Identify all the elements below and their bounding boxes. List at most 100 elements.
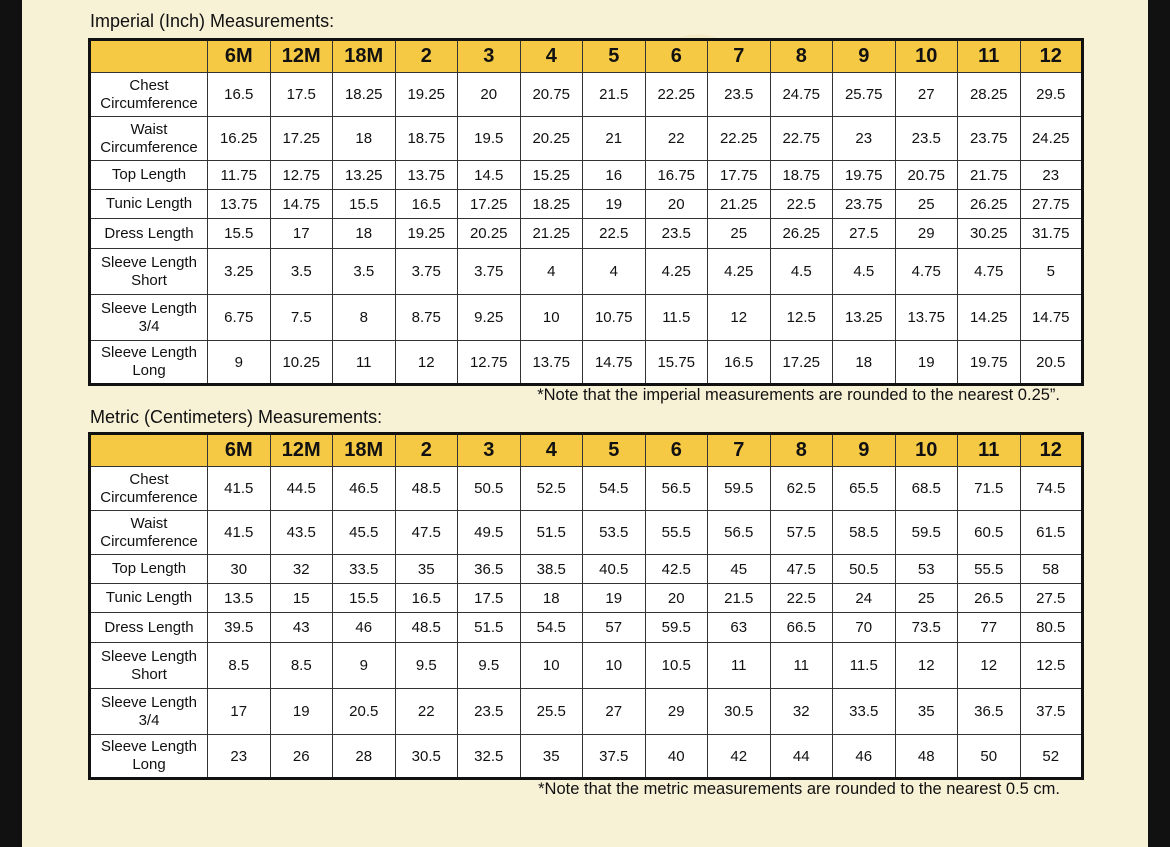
row-label: Dress Length <box>89 218 208 249</box>
measurement-value: 12.5 <box>1019 642 1083 689</box>
measurement-value: 54.5 <box>519 612 583 643</box>
size-header: 2 <box>394 39 458 73</box>
size-header: 2 <box>394 433 458 467</box>
header-row: 6M 12M 18M 2 3 4 5 6 7 8 9 10 11 12 <box>89 433 1083 467</box>
measurement-value: 20.75 <box>519 72 583 117</box>
measurement-value: 56.5 <box>644 466 708 511</box>
measurement-value: 51.5 <box>519 510 583 555</box>
measurement-value: 80.5 <box>1019 612 1083 643</box>
measurement-value: 40.5 <box>582 554 646 584</box>
size-header: 6 <box>644 39 708 73</box>
measurement-value: 12 <box>894 642 958 689</box>
measurement-value: 16 <box>582 160 646 190</box>
measurement-value: 10.75 <box>582 294 646 341</box>
measurement-value: 16.5 <box>707 340 771 385</box>
measurement-value: 13.75 <box>207 189 271 219</box>
measurement-value: 71.5 <box>957 466 1021 511</box>
size-header: 6M <box>207 433 271 467</box>
measurement-value: 26 <box>269 734 333 779</box>
size-header: 12 <box>1019 39 1083 73</box>
measurement-value: 33.5 <box>332 554 396 584</box>
measurement-value: 14.75 <box>1019 294 1083 341</box>
measurement-value: 15.25 <box>519 160 583 190</box>
measurement-value: 27 <box>582 688 646 735</box>
measurement-value: 18 <box>332 218 396 249</box>
measurement-value: 18.75 <box>394 116 458 161</box>
measurement-value: 12 <box>394 340 458 385</box>
measurement-value: 14.75 <box>582 340 646 385</box>
measurement-value: 9.5 <box>394 642 458 689</box>
measurement-value: 18.25 <box>332 72 396 117</box>
row-label: Tunic Length <box>89 583 208 613</box>
size-header: 7 <box>707 39 771 73</box>
measurement-value: 23.5 <box>894 116 958 161</box>
measurement-value: 4.25 <box>707 248 771 295</box>
row-label: Top Length <box>89 160 208 190</box>
measurement-value: 19 <box>269 688 333 735</box>
measurement-value: 30.5 <box>707 688 771 735</box>
measurement-value: 25 <box>894 189 958 219</box>
measurement-row: Top Length 30 32 33.5 35 36.5 38.5 40.5 42.5 45 47… <box>89 554 1083 584</box>
measurement-value: 9 <box>207 340 271 385</box>
left-border <box>0 0 22 847</box>
measurement-row: Waist Circumference 16.25 17.25 18 18.75 19.5… <box>89 116 1083 161</box>
measurement-value: 9.25 <box>457 294 521 341</box>
measurement-value: 14.75 <box>269 189 333 219</box>
measurement-value: 8.5 <box>269 642 333 689</box>
measurement-value: 38.5 <box>519 554 583 584</box>
size-header: 12M <box>269 433 333 467</box>
measurement-value: 3.75 <box>457 248 521 295</box>
measurement-value: 65.5 <box>832 466 896 511</box>
measurement-value: 20.25 <box>519 116 583 161</box>
size-header: 3 <box>457 433 521 467</box>
measurement-value: 51.5 <box>457 612 521 643</box>
measurement-value: 61.5 <box>1019 510 1083 555</box>
measurement-row: Sleeve Length 3/4 6.75 7.5 8 8.75 9.25 10 10.75… <box>89 294 1083 341</box>
size-header: 4 <box>519 433 583 467</box>
measurement-row: Waist Circumference 41.5 43.5 45.5 47.5 49.5 5… <box>89 510 1083 555</box>
measurement-value: 59.5 <box>894 510 958 555</box>
measurement-value: 47.5 <box>394 510 458 555</box>
measurement-value: 18 <box>832 340 896 385</box>
measurement-value: 22.5 <box>769 189 833 219</box>
measurement-value: 14.25 <box>957 294 1021 341</box>
measurement-row: Sleeve Length Short 3.25 3.5 3.5 3.75 3.75 4 4 4… <box>89 248 1083 295</box>
row-label: Sleeve Length Long <box>89 734 208 779</box>
measurement-value: 52.5 <box>519 466 583 511</box>
measurement-row: Tunic Length 13.5 15 15.5 16.5 17.5 18 19 20 21.5… <box>89 583 1083 613</box>
measurement-value: 59.5 <box>707 466 771 511</box>
measurement-value: 22.5 <box>769 583 833 613</box>
measurement-value: 28.25 <box>957 72 1021 117</box>
row-label: Sleeve Length Short <box>89 642 208 689</box>
row-label: Chest Circumference <box>89 466 208 511</box>
measurement-value: 11 <box>769 642 833 689</box>
measurement-value: 10 <box>582 642 646 689</box>
measurement-value: 20.75 <box>894 160 958 190</box>
measurement-value: 41.5 <box>207 510 271 555</box>
measurement-value: 8.5 <box>207 642 271 689</box>
measurement-value: 4 <box>519 248 583 295</box>
measurement-value: 4.75 <box>957 248 1021 295</box>
measurement-value: 50 <box>957 734 1021 779</box>
measurement-value: 18.25 <box>519 189 583 219</box>
measurement-value: 21.25 <box>707 189 771 219</box>
measurement-value: 25.5 <box>519 688 583 735</box>
measurement-value: 19.75 <box>832 160 896 190</box>
measurement-value: 17.5 <box>269 72 333 117</box>
measurement-value: 46 <box>332 612 396 643</box>
size-header: 3 <box>457 39 521 73</box>
measurement-value: 23.75 <box>957 116 1021 161</box>
size-header: 18M <box>332 433 396 467</box>
measurement-value: 25 <box>894 583 958 613</box>
row-label: Sleeve Length Long <box>89 340 208 385</box>
measurement-value: 12.5 <box>769 294 833 341</box>
measurement-value: 30.25 <box>957 218 1021 249</box>
size-header: 8 <box>769 39 833 73</box>
measurement-value: 29.5 <box>1019 72 1083 117</box>
measurement-value: 11 <box>332 340 396 385</box>
footnote: *Note that the metric measurements are r… <box>538 780 1060 798</box>
measurement-row: Top Length 11.75 12.75 13.25 13.75 14.5 15.25 1… <box>89 160 1083 190</box>
measurement-value: 12 <box>957 642 1021 689</box>
measurement-value: 62.5 <box>769 466 833 511</box>
size-header: 12M <box>269 39 333 73</box>
